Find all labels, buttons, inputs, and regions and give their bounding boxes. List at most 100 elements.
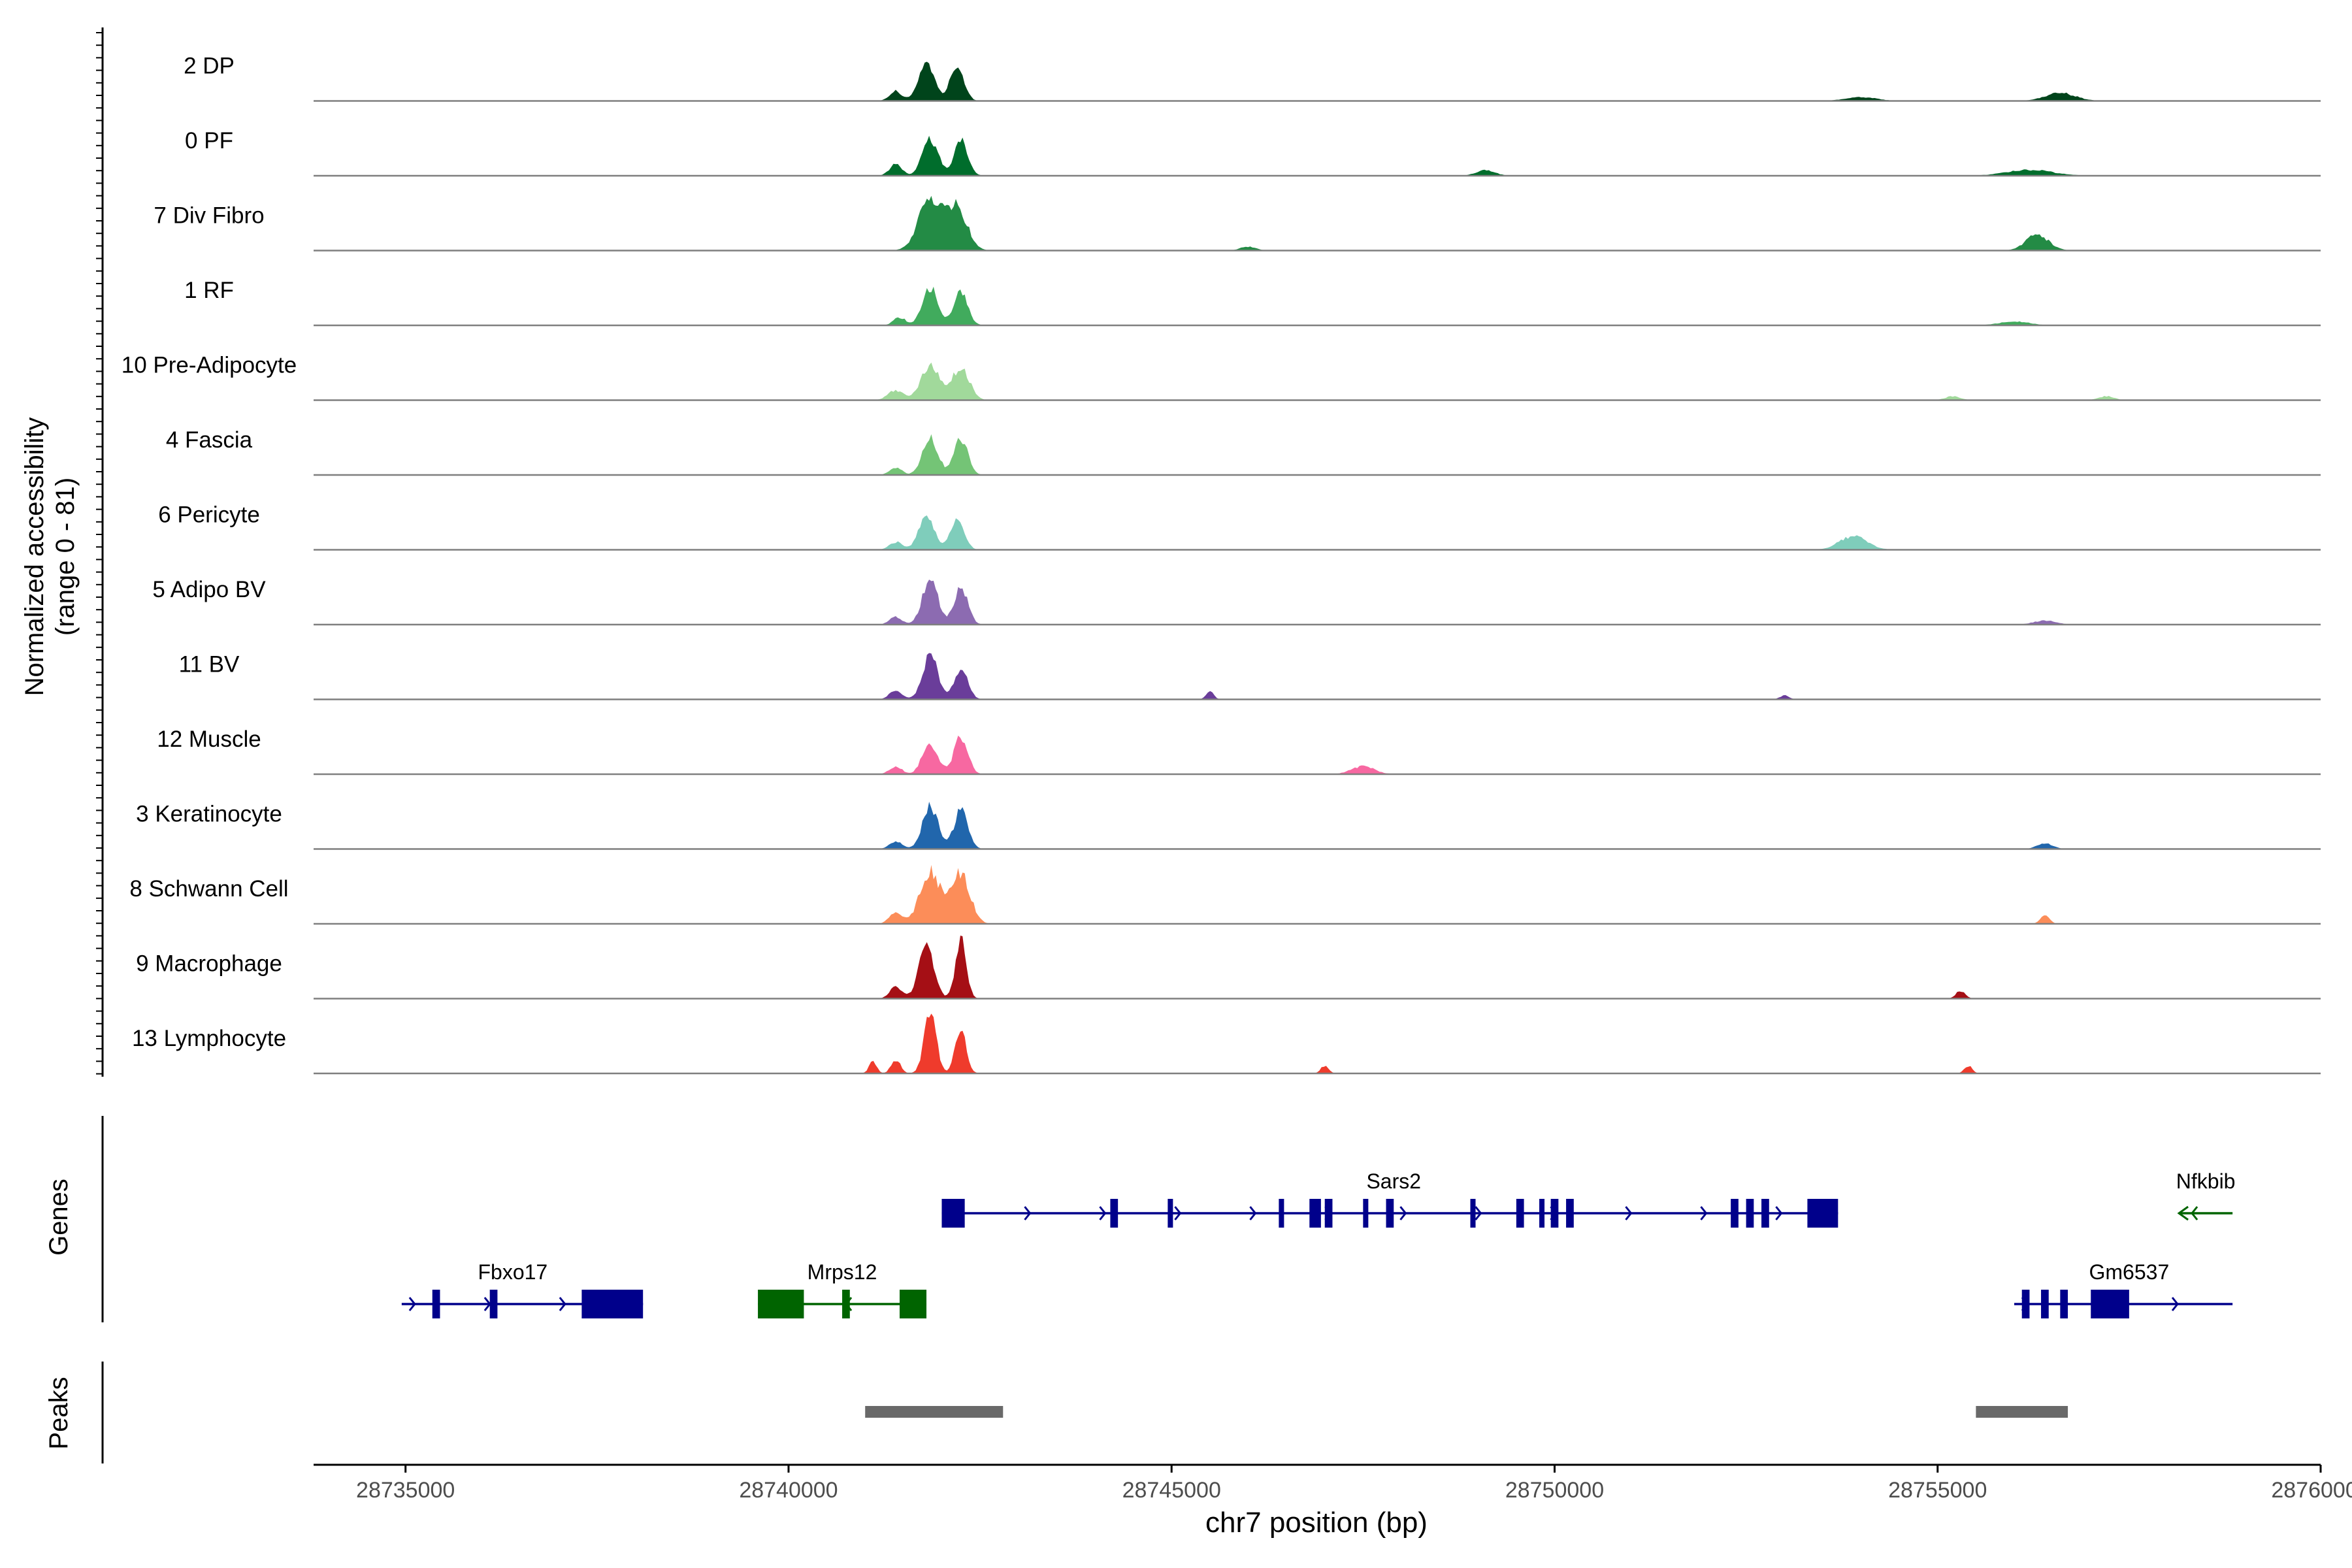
track-coverage [314,936,2321,999]
track-label: 7 Div Fibro [154,203,264,229]
strand-arrow [1399,1206,1407,1220]
gene-nfkbib: Nfkbib [2176,1169,2236,1221]
gene-mrps12: Mrps12 [758,1260,927,1318]
track-11: 8 Schwann Cell [129,864,2321,925]
exon [432,1290,440,1318]
exon [2060,1290,2068,1318]
track-label: 3 Keratinocyte [136,802,282,827]
exon [1363,1199,1369,1228]
strand-arrow [1024,1206,1032,1220]
strand-arrow [559,1297,566,1311]
peaks-section-label: Peaks [44,1377,73,1449]
track-10: 3 Keratinocyte [136,802,2321,850]
track-coverage [314,580,2321,625]
exon [1279,1199,1284,1228]
x-tick-label: 28735000 [356,1478,455,1503]
track-coverage [314,61,2321,101]
track-coverage [314,434,2321,475]
gene-label: Sars2 [1366,1169,1421,1193]
track-13: 13 Lymphocyte [132,1013,2321,1075]
track-coverage [314,362,2321,400]
track-2: 7 Div Fibro [154,195,2321,252]
exon [1550,1199,1559,1228]
track-12: 9 Macrophage [136,936,2321,1000]
track-3: 1 RF [184,278,2321,327]
track-4: 10 Pre-Adipocyte [122,353,2321,401]
peak-region [865,1406,1004,1418]
exon [1516,1199,1524,1228]
track-area: 2 DP 0 PF 7 Div Fibro 1 RF 10 Pre-Adipocyte 4… [96,27,2321,1077]
track-label: 2 DP [184,54,235,79]
exon [2021,1290,2030,1318]
track-coverage [314,802,2321,849]
track-label: 4 Fascia [166,427,253,453]
gene-label: Gm6537 [2089,1260,2170,1284]
strand-arrow [1174,1206,1182,1220]
x-tick-label: 28740000 [739,1478,838,1503]
track-coverage [314,653,2321,700]
exon [2091,1290,2129,1318]
track-coverage [314,864,2321,924]
gene-track: Sars2 Nfkbib Fbxo17 Mrps12 Gm6537 [101,1116,2236,1322]
track-7: 5 Adipo BV [152,577,2321,626]
exon [899,1290,927,1318]
x-axis: 28735000 28740000 28745000 28750000 28755000… [314,1463,2352,1503]
track-coverage [314,286,2321,325]
track-label: 1 RF [184,278,234,303]
y-axis-label-line1: Normalized accessibility [20,417,49,696]
exon [2041,1290,2049,1318]
exon [1539,1199,1545,1228]
track-label: 12 Muscle [157,727,261,752]
y-axis-label: Normalized accessibility (range 0 - 81) [20,417,80,696]
track-label: 10 Pre-Adipocyte [122,353,297,378]
x-tick-label: 28750000 [1505,1478,1604,1503]
track-label: 6 Pericyte [158,502,260,528]
track-coverage [314,735,2321,774]
x-axis-label: chr7 position (bp) [1205,1507,1428,1539]
track-label: 9 Macrophage [136,951,282,977]
exon [489,1290,498,1318]
exon [1731,1199,1739,1228]
strand-arrow [1625,1206,1633,1220]
track-label: 5 Adipo BV [152,577,266,602]
strand-arrow [1099,1206,1107,1220]
strand-arrow [2177,1205,2189,1221]
track-coverage [314,515,2321,550]
strand-arrow [1475,1206,1482,1220]
exon [1470,1199,1476,1228]
x-tick-label: 28760000 [2271,1478,2352,1503]
exon [1566,1199,1574,1228]
exon [581,1290,644,1318]
track-5: 4 Fascia [166,427,2321,476]
exon [758,1290,804,1318]
exon [1168,1199,1173,1228]
track-label: 0 PF [185,128,233,154]
track-8: 11 BV [179,652,2321,700]
track-1: 0 PF [185,128,2321,177]
track-9: 12 Muscle [157,727,2321,776]
track-label: 11 BV [179,652,240,678]
exon [1386,1199,1394,1228]
gene-sars2: Sars2 [941,1169,1838,1228]
x-tick-label: 28755000 [1888,1478,1987,1503]
track-coverage [314,1013,2321,1073]
peak-region [1976,1406,2068,1418]
strand-arrow [2171,1297,2179,1311]
y-axis-label-line2: (range 0 - 81) [51,478,80,636]
gene-label: Nfkbib [2176,1169,2236,1193]
exon [1761,1199,1769,1228]
exon [1110,1199,1119,1228]
gene-label: Mrps12 [808,1260,877,1284]
strand-arrow [2191,1206,2198,1220]
genes-section-label: Genes [44,1179,73,1256]
exon [1807,1199,1838,1228]
track-coverage [314,135,2321,176]
exon [941,1199,965,1228]
track-coverage [314,195,2321,251]
gene-label: Fbxo17 [478,1260,547,1284]
track-label: 8 Schwann Cell [129,876,288,902]
gene-gm6537: Gm6537 [2014,1260,2233,1318]
exon [1324,1199,1333,1228]
exon [842,1290,850,1318]
